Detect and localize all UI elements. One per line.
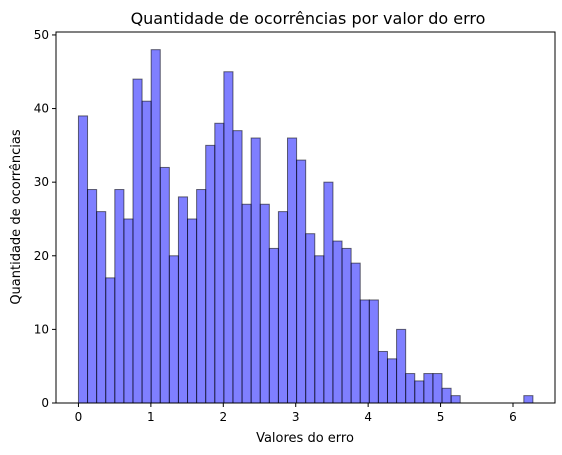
histogram-bar	[150, 49, 161, 404]
x-tick-label: 5	[437, 410, 445, 424]
y-tick-label: 50	[34, 28, 49, 42]
x-tick-label: 4	[364, 410, 372, 424]
histogram-bar	[359, 299, 370, 404]
histogram-bar	[241, 203, 252, 404]
bars-group	[77, 49, 534, 404]
x-tick-label: 0	[75, 410, 83, 424]
histogram-bar	[223, 71, 234, 404]
histogram-bar	[296, 159, 307, 404]
histogram-bar	[377, 350, 388, 404]
histogram-bar	[205, 144, 216, 404]
x-tick-label: 6	[509, 410, 517, 424]
chart-title: Quantidade de ocorrências por valor do e…	[131, 9, 486, 28]
histogram-bar	[232, 130, 243, 404]
histogram-bar	[250, 137, 261, 404]
y-tick-label: 20	[34, 249, 49, 263]
histogram-bar	[386, 358, 398, 404]
y-axis-ticks: 0 10 20 30 40 50	[34, 28, 56, 410]
histogram-bar	[432, 373, 443, 404]
histogram-bar	[268, 247, 279, 404]
histogram-bar	[314, 255, 325, 404]
histogram-bar	[187, 218, 198, 404]
histogram-bar	[259, 203, 270, 404]
histogram-bar	[196, 189, 207, 404]
histogram-bar	[123, 218, 134, 404]
plot-frame	[55, 31, 556, 404]
x-axis-label: Valores do erro	[256, 431, 354, 446]
histogram-bar	[159, 166, 170, 404]
histogram-bar	[105, 277, 116, 404]
x-tick-label: 2	[219, 410, 227, 424]
x-tick-label: 1	[147, 410, 155, 424]
histogram-bar	[323, 181, 334, 404]
histogram-bar	[96, 211, 107, 404]
y-tick-label: 40	[34, 102, 49, 116]
x-tick-label: 3	[292, 410, 300, 424]
histogram-bar	[168, 255, 179, 404]
histogram-bar	[523, 395, 534, 404]
histogram-bar	[114, 189, 125, 404]
y-axis-label: Quantidade de ocorrências	[9, 129, 24, 305]
y-tick-label: 0	[41, 396, 49, 410]
histogram-bar	[77, 115, 89, 404]
histogram-bar	[441, 387, 452, 404]
histogram-bar	[214, 122, 225, 404]
histogram-bar	[277, 211, 289, 404]
histogram-bar	[141, 100, 152, 404]
histogram-bar	[132, 78, 143, 404]
y-tick-label: 30	[34, 175, 49, 189]
histogram-bar	[405, 373, 416, 404]
y-tick-label: 10	[34, 322, 49, 336]
histogram-bar	[332, 240, 343, 404]
histogram-bar	[341, 247, 352, 404]
histogram-bar	[396, 328, 407, 404]
x-axis-ticks: 0 1 2 3 4 5 6	[75, 403, 517, 424]
histogram-bar	[423, 373, 434, 404]
histogram-bar	[287, 137, 298, 404]
histogram-bar	[305, 233, 316, 404]
histogram-bar	[87, 189, 98, 404]
histogram-bar	[450, 395, 461, 404]
histogram-bar	[414, 380, 425, 404]
histogram-bar	[177, 196, 189, 404]
histogram-bar	[350, 262, 361, 404]
histogram-bar	[368, 299, 379, 404]
